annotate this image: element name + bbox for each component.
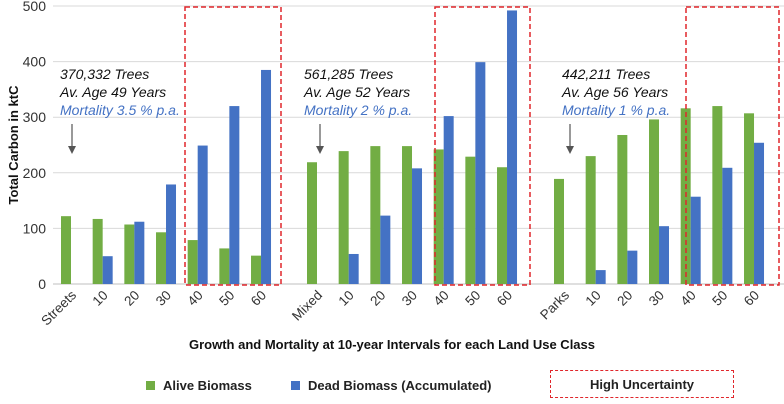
x-tick-label: 60: [494, 288, 515, 309]
annotation-trees: 442,211 Trees: [562, 66, 650, 82]
bar-alive: [744, 113, 755, 284]
y-tick-label: 400: [23, 54, 47, 70]
bar-dead: [348, 253, 359, 284]
legend-label-alive: Alive Biomass: [163, 377, 252, 393]
bar-alive: [219, 248, 230, 284]
legend-swatch-dead: [291, 380, 300, 390]
x-tick-label: Mixed: [289, 288, 325, 324]
x-tick-label: 10: [336, 288, 357, 309]
annotation-age: Av. Age 56 Years: [561, 84, 668, 100]
x-tick-label: 20: [121, 288, 142, 309]
annotation-arrow-head: [68, 146, 76, 154]
annotation-mortality: Mortality 3.5 % p.a.: [60, 102, 180, 118]
bar-alive: [338, 151, 349, 284]
bar-dead: [722, 167, 733, 284]
y-tick-label: 100: [23, 220, 47, 236]
x-tick-label: 50: [462, 288, 483, 309]
bar-dead: [443, 116, 454, 284]
x-tick-label: 40: [678, 288, 699, 309]
x-tick-label: 60: [248, 288, 269, 309]
bar-alive: [124, 224, 135, 284]
x-tick-label: 10: [90, 288, 111, 309]
bar-dead: [690, 196, 701, 284]
bar-dead: [166, 184, 177, 284]
bar-alive: [712, 106, 723, 284]
bar-dead: [261, 69, 272, 284]
annotation-age: Av. Age 49 Years: [59, 84, 166, 100]
bar-alive: [307, 162, 317, 284]
bar-dead: [475, 62, 486, 284]
chart: 0 100 200 300 400 500 Total Carbon in ktC Growt…: [6, 0, 784, 352]
x-tick-label: 20: [614, 288, 635, 309]
x-tick-label: 40: [431, 288, 452, 309]
bar-alive: [433, 149, 444, 284]
bar-alive: [187, 240, 198, 284]
x-tick-label: Streets: [38, 287, 79, 328]
bar-alive: [465, 156, 476, 284]
bar-dead: [659, 226, 670, 284]
legend-label-uncertainty: High Uncertainty: [589, 376, 694, 392]
bar-alive: [92, 218, 103, 284]
x-tick-label: Parks: [537, 287, 572, 322]
legend-label-dead: Dead Biomass (Accumulated): [308, 377, 492, 393]
bar-alive: [370, 146, 381, 284]
x-tick-label: 20: [367, 288, 388, 309]
annotation-mortality: Mortality 1 % p.a.: [562, 102, 670, 118]
bar-dead: [412, 168, 423, 284]
bar-dead: [380, 215, 391, 284]
bar-alive: [585, 156, 596, 284]
bar-dead: [595, 270, 606, 284]
bar-dead: [754, 142, 765, 284]
bar-dead: [102, 256, 113, 284]
bar-alive: [402, 146, 413, 284]
x-tick-label: 60: [741, 288, 762, 309]
bar-alive: [554, 178, 564, 284]
x-tick-label: 40: [185, 288, 206, 309]
uncertainty-box: [685, 6, 780, 286]
x-tick-label: 50: [709, 288, 730, 309]
annotation-trees: 561,285 Trees: [304, 66, 393, 82]
x-axis-label: Growth and Mortality at 10-year Interval…: [189, 337, 595, 352]
legend-item-dead: Dead Biomass (Accumulated): [291, 374, 492, 396]
bar-alive: [497, 167, 508, 284]
legend-swatch-alive: [146, 380, 155, 390]
uncertainty-box: [184, 6, 282, 286]
bar-dead: [627, 250, 638, 284]
bar-alive: [617, 134, 628, 284]
x-tick-label: 10: [583, 288, 604, 309]
annotation-arrow-head: [316, 146, 324, 154]
bar-alive: [61, 216, 71, 284]
bar-dead: [507, 10, 518, 285]
annotation-arrow-head: [566, 146, 574, 154]
x-tick-label: 30: [399, 288, 420, 309]
legend-item-uncertainty: High Uncertainty: [550, 370, 734, 398]
x-tick-label: 30: [153, 288, 174, 309]
annotation-age: Av. Age 52 Years: [303, 84, 410, 100]
legend-item-alive: Alive Biomass: [146, 374, 252, 396]
y-axis-label: Total Carbon in ktC: [6, 85, 21, 205]
bar-alive: [156, 232, 167, 284]
annotation-mortality: Mortality 2 % p.a.: [304, 102, 412, 118]
y-tick-label: 0: [38, 276, 46, 292]
annotation-trees: 370,332 Trees: [60, 66, 149, 82]
bar-alive: [649, 119, 660, 284]
x-tick-label: 30: [646, 288, 667, 309]
x-tick-label: 50: [216, 288, 237, 309]
bar-dead: [197, 145, 208, 284]
legend: Alive Biomass Dead Biomass (Accumulated)…: [0, 370, 784, 404]
bar-dead: [134, 221, 145, 284]
uncertainty-box: [434, 6, 531, 286]
bar-dead: [229, 106, 240, 284]
y-tick-label: 300: [23, 109, 47, 125]
bar-alive: [251, 255, 262, 284]
y-tick-label: 500: [23, 0, 47, 14]
y-tick-label: 200: [23, 165, 47, 181]
